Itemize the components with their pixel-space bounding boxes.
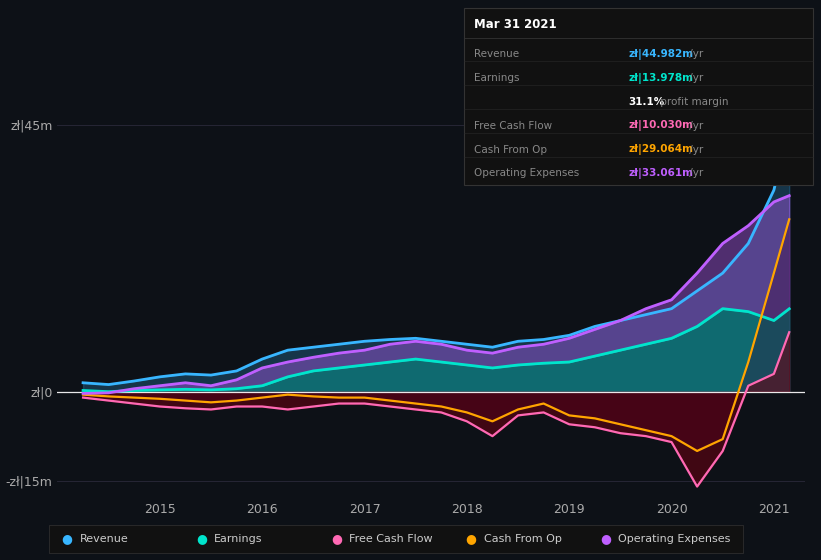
Text: Operating Expenses: Operating Expenses — [618, 534, 731, 544]
Text: zł|33.061m: zł|33.061m — [628, 168, 693, 179]
Text: /yr: /yr — [686, 121, 703, 130]
Text: ●: ● — [331, 532, 342, 545]
Text: zł|10.030m: zł|10.030m — [628, 120, 693, 131]
Text: zł|13.978m: zł|13.978m — [628, 73, 693, 83]
Text: zł|44.982m: zł|44.982m — [628, 49, 693, 60]
Text: 31.1%: 31.1% — [628, 97, 664, 107]
Text: profit margin: profit margin — [657, 97, 728, 107]
Text: ●: ● — [600, 532, 611, 545]
Text: Revenue: Revenue — [80, 534, 128, 544]
Text: Earnings: Earnings — [474, 73, 519, 83]
Text: Earnings: Earnings — [214, 534, 263, 544]
Text: Cash From Op: Cash From Op — [474, 144, 547, 155]
Text: Revenue: Revenue — [474, 49, 519, 59]
Text: ●: ● — [62, 532, 72, 545]
Text: /yr: /yr — [686, 144, 703, 155]
Text: Free Cash Flow: Free Cash Flow — [474, 121, 552, 130]
Text: Cash From Op: Cash From Op — [484, 534, 562, 544]
Text: /yr: /yr — [686, 49, 703, 59]
Text: ●: ● — [466, 532, 476, 545]
Text: zł|29.064m: zł|29.064m — [628, 144, 693, 155]
Text: Mar 31 2021: Mar 31 2021 — [474, 17, 557, 31]
Text: /yr: /yr — [686, 73, 703, 83]
Text: /yr: /yr — [686, 169, 703, 178]
Text: Free Cash Flow: Free Cash Flow — [349, 534, 433, 544]
Text: Operating Expenses: Operating Expenses — [474, 169, 579, 178]
Text: ●: ● — [196, 532, 207, 545]
